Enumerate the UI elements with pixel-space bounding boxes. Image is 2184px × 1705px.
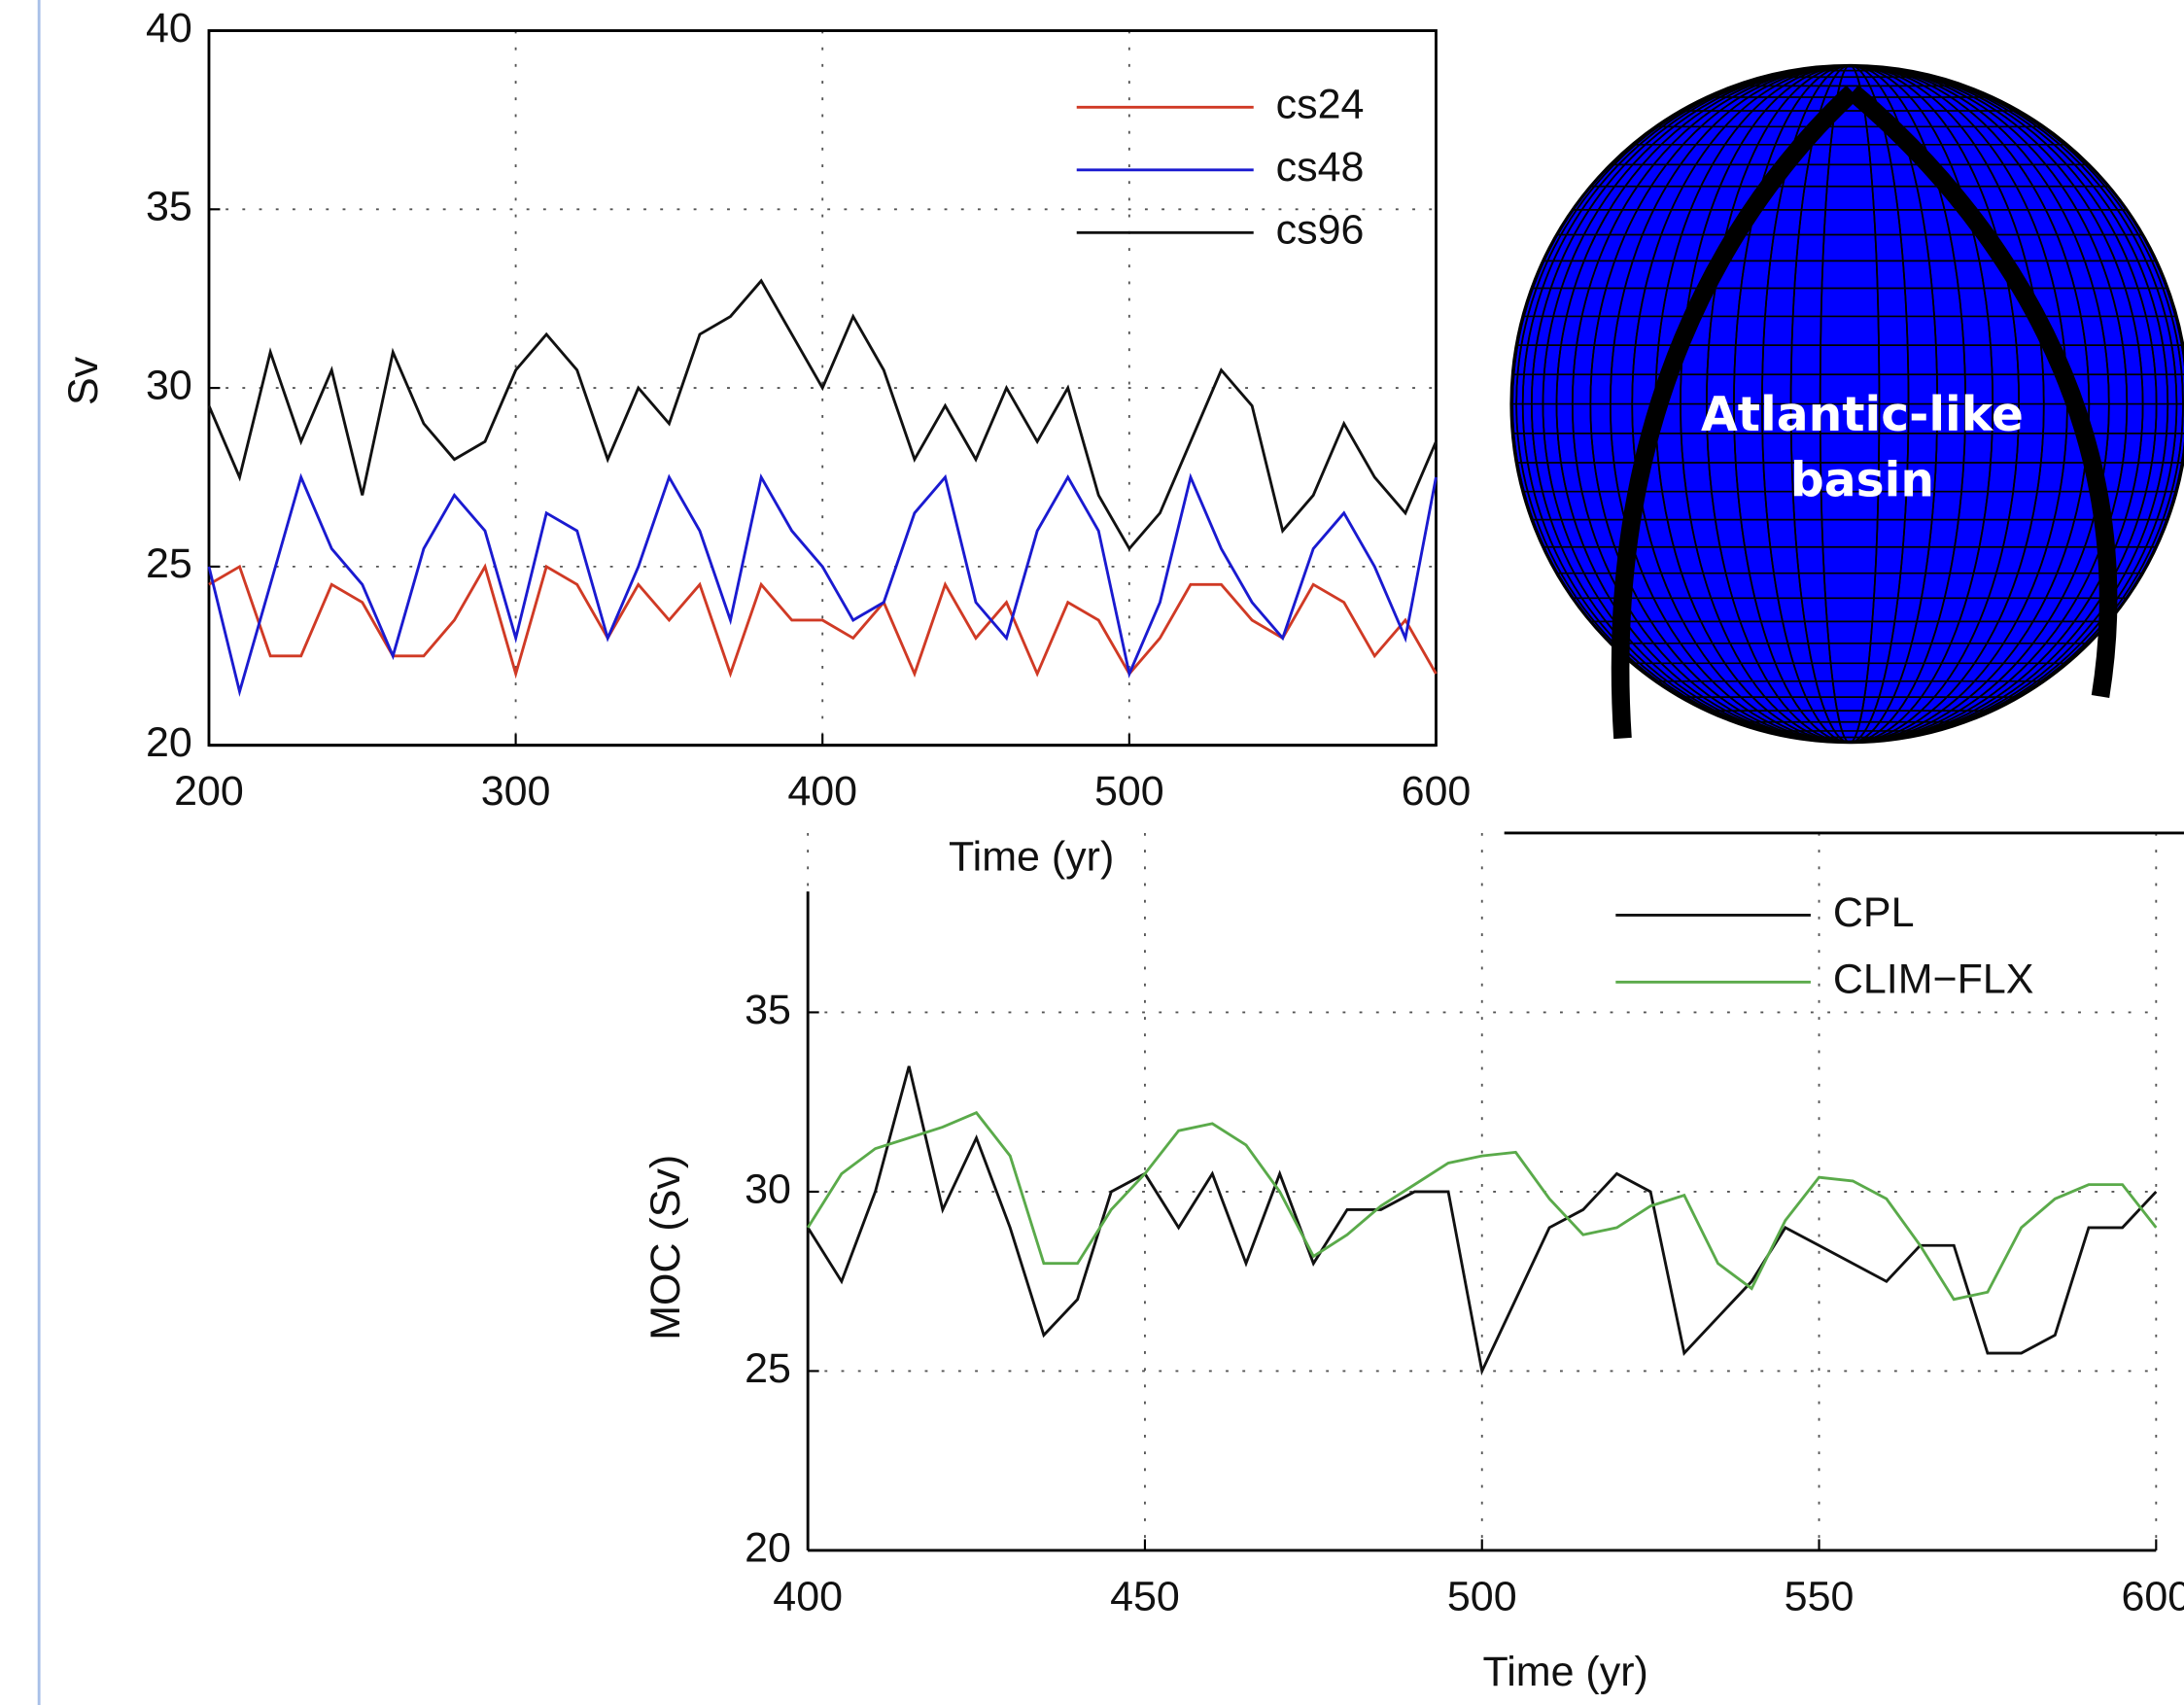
y-axis-label: MOC (Sv) — [642, 1155, 689, 1340]
x-tick-label: 450 — [1110, 1573, 1180, 1619]
series-line — [806, 1065, 2158, 1376]
legend-label: cs96 — [1276, 207, 1365, 254]
globe-meridian — [1589, 65, 2110, 743]
chart: 400 450 500 550 600 20 25 30 35 Time (yr) MOC (Sv)… — [642, 831, 2184, 1695]
legend-label: cs24 — [1276, 82, 1365, 128]
plot-frame — [207, 29, 1438, 748]
legend-label: CPL — [1833, 889, 1915, 936]
x-tick-label: 400 — [773, 1573, 843, 1619]
globe-meridian — [1542, 65, 2158, 743]
y-tick-label: 20 — [146, 719, 192, 766]
globe-meridian — [1571, 65, 2129, 743]
x-tick-label: 500 — [1094, 768, 1164, 815]
legend-label: cs48 — [1276, 144, 1365, 191]
y-tick-label: 25 — [745, 1345, 791, 1392]
chart: 200 300 400 500 600 20 25 30 35 40 Time (yr) Sv cs24… — [60, 5, 1471, 881]
x-tick-label: 200 — [174, 768, 244, 815]
globe-meridian — [1555, 65, 2144, 743]
x-tick-label: 500 — [1447, 1573, 1517, 1619]
globe: Atlantic-like basin — [1509, 64, 2184, 745]
x-axis-label: Time (yr) — [949, 834, 1114, 881]
series-line — [207, 278, 1438, 551]
basin-boundary — [1611, 85, 1859, 740]
x-axis-label: Time (yr) — [1483, 1649, 1648, 1695]
y-tick-label: 40 — [146, 5, 192, 52]
y-tick-label: 30 — [745, 1166, 791, 1212]
x-tick-label: 600 — [1402, 768, 1472, 815]
globe-label: Atlantic-like — [1701, 388, 2024, 442]
globe-meridian — [1521, 65, 2178, 743]
globe-meridian — [1733, 65, 1967, 743]
globe-meridian — [1761, 65, 1939, 743]
globe-meridian — [1609, 65, 2091, 743]
series-line — [207, 472, 1438, 698]
y-axis-label: Sv — [60, 356, 107, 405]
globe-grid — [1510, 65, 2184, 743]
globe-meridian — [1706, 65, 1994, 743]
x-tick-label: 300 — [481, 768, 551, 815]
series-line — [806, 1110, 2158, 1302]
globe-label: basin — [1790, 453, 1934, 507]
y-tick-label: 30 — [146, 362, 192, 408]
legend-label: CLIM−FLX — [1833, 957, 2034, 1003]
globe-meridian — [1789, 65, 1910, 743]
y-tick-label: 25 — [146, 540, 192, 587]
globe-meridian — [1819, 65, 1881, 743]
globe-meridian — [1515, 65, 2184, 743]
series-line — [208, 563, 1438, 679]
globe-meridian — [1680, 65, 2021, 743]
x-tick-label: 600 — [2121, 1573, 2184, 1619]
basin-boundary — [1846, 85, 2118, 698]
x-tick-label: 400 — [787, 768, 857, 815]
y-tick-label: 35 — [745, 987, 791, 1033]
globe-meridian — [1511, 65, 2184, 743]
globe-meridian — [1530, 65, 2169, 743]
y-tick-label: 35 — [146, 184, 192, 230]
x-tick-label: 550 — [1785, 1573, 1855, 1619]
y-tick-label: 20 — [745, 1524, 791, 1571]
